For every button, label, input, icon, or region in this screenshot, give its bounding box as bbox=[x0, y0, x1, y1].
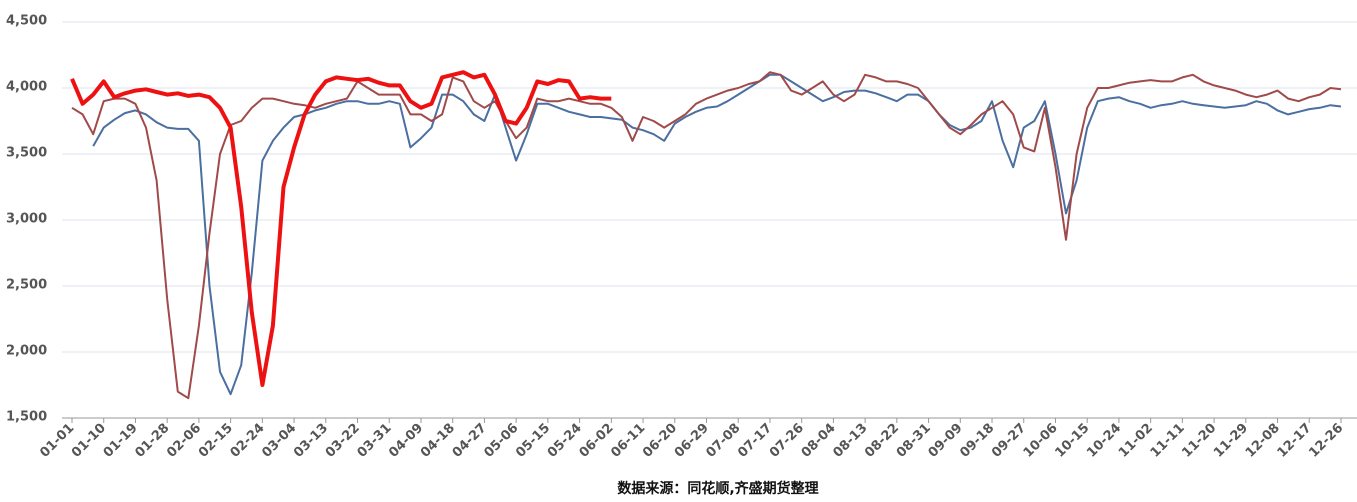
x-tick-label: 04-09 bbox=[386, 421, 426, 461]
series-line bbox=[92, 73, 1342, 396]
x-tick-label: 09-27 bbox=[989, 421, 1029, 461]
x-tick-label: 08-13 bbox=[830, 421, 870, 461]
x-tick-label: 11-02 bbox=[1116, 421, 1156, 461]
x-tick-label: 03-13 bbox=[291, 421, 331, 461]
x-tick-label: 07-26 bbox=[767, 421, 807, 461]
x-tick-label: 05-15 bbox=[513, 421, 553, 461]
y-tick-label: 3,500 bbox=[6, 146, 47, 161]
x-tick-label: 11-20 bbox=[1179, 421, 1219, 461]
y-tick-label: 4,000 bbox=[6, 80, 47, 95]
x-tick-label: 01-28 bbox=[132, 421, 172, 461]
x-tick-label: 06-11 bbox=[608, 421, 648, 461]
x-tick-label: 11-11 bbox=[1148, 421, 1188, 461]
x-tick-label: 06-29 bbox=[672, 421, 712, 461]
series-line bbox=[71, 71, 1342, 400]
x-tick-label: 05-24 bbox=[545, 421, 585, 461]
x-tick-label: 02-15 bbox=[196, 421, 236, 461]
x-tick-label: 04-27 bbox=[450, 421, 490, 461]
x-tick-label: 01-01 bbox=[37, 421, 77, 461]
x-tick-label: 08-22 bbox=[862, 421, 902, 461]
x-tick-label: 10-15 bbox=[1052, 421, 1092, 461]
caption: 数据来源：同花顺,齐盛期货整理 bbox=[617, 480, 818, 497]
x-tick-label: 03-31 bbox=[355, 421, 395, 461]
y-tick-label: 2,500 bbox=[6, 278, 47, 293]
x-tick-label: 12-08 bbox=[1243, 421, 1283, 461]
x-tick-label: 08-31 bbox=[894, 421, 934, 461]
x-tick-label: 07-17 bbox=[735, 421, 775, 461]
x-tick-label: 04-18 bbox=[418, 421, 458, 461]
x-tick-label: 11-29 bbox=[1211, 421, 1251, 461]
y-tick-label: 3,000 bbox=[6, 212, 47, 227]
x-tick-label: 01-10 bbox=[69, 421, 109, 461]
x-tick-label: 12-26 bbox=[1306, 421, 1346, 461]
x-tick-label: 06-02 bbox=[577, 421, 617, 461]
x-tick-label: 09-18 bbox=[957, 421, 997, 461]
y-tick-label: 1,500 bbox=[6, 410, 47, 425]
x-tick-label: 07-08 bbox=[704, 421, 744, 461]
y-tick-label: 2,000 bbox=[6, 344, 47, 359]
x-tick-label: 09-09 bbox=[926, 421, 966, 461]
y-tick-label: 4,500 bbox=[6, 14, 47, 29]
x-tick-label: 02-06 bbox=[164, 421, 204, 461]
x-tick-label: 02-24 bbox=[228, 421, 268, 461]
x-tick-label: 03-04 bbox=[259, 421, 299, 461]
x-tick-label: 05-06 bbox=[481, 421, 521, 461]
x-tick-label: 12-17 bbox=[1275, 421, 1315, 461]
x-tick-label: 01-19 bbox=[101, 421, 141, 461]
x-tick-label: 03-22 bbox=[323, 421, 363, 461]
x-tick-label: 10-24 bbox=[1084, 421, 1124, 461]
x-tick-label: 10-06 bbox=[1021, 421, 1061, 461]
x-tick-label: 08-04 bbox=[799, 421, 839, 461]
x-tick-label: 06-20 bbox=[640, 421, 680, 461]
series-line bbox=[70, 70, 612, 387]
